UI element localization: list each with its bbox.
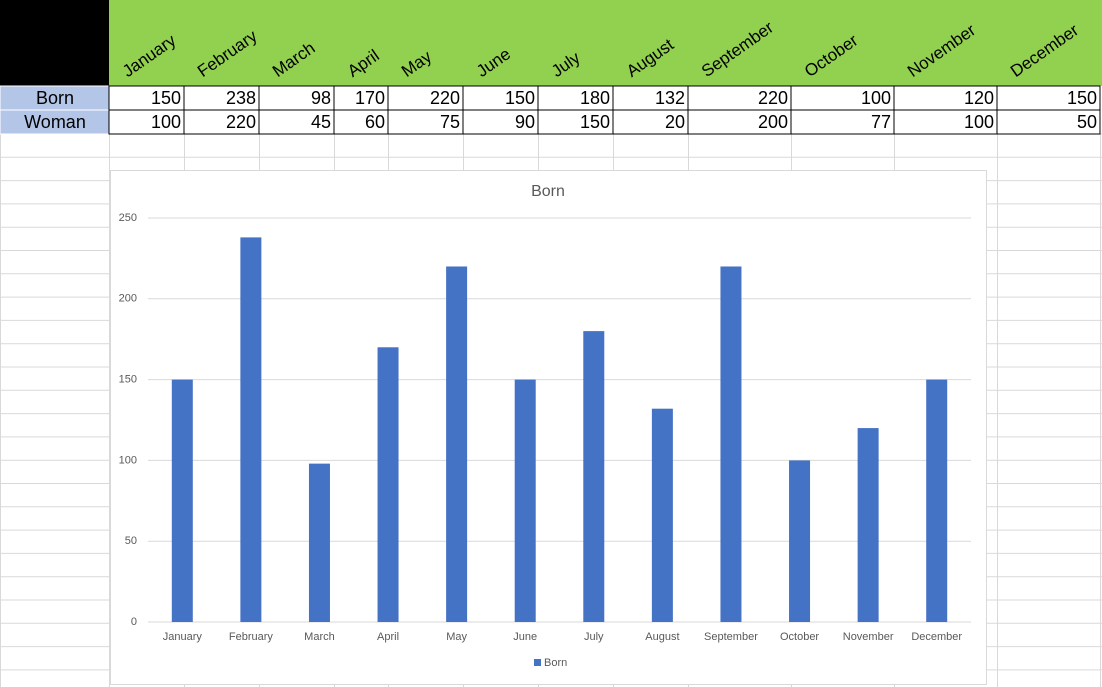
value-cell bbox=[387, 109, 464, 135]
x-tick-label: March bbox=[304, 631, 335, 643]
cell-value: 150 bbox=[580, 112, 610, 132]
value-cell bbox=[537, 109, 614, 135]
y-tick-label: 200 bbox=[119, 293, 137, 305]
bar bbox=[308, 463, 330, 622]
bar bbox=[857, 428, 879, 622]
cell-value: 98 bbox=[311, 88, 331, 108]
value-cell bbox=[108, 85, 185, 111]
cell-value: 238 bbox=[226, 88, 256, 108]
value-cell bbox=[790, 109, 895, 135]
cell-value: 100 bbox=[964, 112, 994, 132]
row-label-cell bbox=[0, 85, 110, 111]
value-cell bbox=[687, 109, 792, 135]
cell-value: 220 bbox=[226, 112, 256, 132]
bar bbox=[377, 347, 399, 622]
bar bbox=[171, 379, 193, 622]
cell-value: 50 bbox=[1077, 112, 1097, 132]
cell-value: 100 bbox=[151, 112, 181, 132]
value-cell bbox=[893, 85, 998, 111]
value-cell bbox=[612, 85, 689, 111]
x-tick-label: December bbox=[911, 631, 962, 643]
cell-value: 200 bbox=[758, 112, 788, 132]
corner-cell bbox=[0, 0, 109, 86]
cell-value: 220 bbox=[758, 88, 788, 108]
value-cell bbox=[183, 109, 260, 135]
bar bbox=[720, 266, 742, 622]
y-tick-label: 250 bbox=[119, 212, 137, 224]
value-cell bbox=[996, 109, 1101, 135]
cell-value: 60 bbox=[365, 112, 385, 132]
x-tick-label: October bbox=[780, 631, 819, 643]
legend-label: Born bbox=[544, 657, 567, 669]
y-tick-label: 100 bbox=[119, 454, 137, 466]
value-cell bbox=[387, 85, 464, 111]
x-tick-label: November bbox=[843, 631, 894, 643]
cell-value: 180 bbox=[580, 88, 610, 108]
x-tick-label: May bbox=[446, 631, 467, 643]
bar bbox=[240, 237, 262, 622]
value-cell bbox=[462, 85, 539, 111]
cell-value: 150 bbox=[505, 88, 535, 108]
x-tick-label: April bbox=[377, 631, 399, 643]
row-label-cell bbox=[0, 109, 110, 135]
row-label: Born bbox=[36, 88, 74, 108]
value-cell bbox=[258, 85, 335, 111]
value-cell bbox=[333, 109, 389, 135]
cell-value: 100 bbox=[861, 88, 891, 108]
header-row bbox=[109, 0, 1102, 86]
y-tick-label: 150 bbox=[119, 374, 137, 386]
cell-value: 150 bbox=[1067, 88, 1097, 108]
x-tick-label: January bbox=[163, 631, 203, 643]
x-tick-label: February bbox=[229, 631, 274, 643]
y-tick-label: 50 bbox=[125, 535, 137, 547]
value-cell bbox=[537, 85, 614, 111]
bar bbox=[789, 460, 811, 622]
cell-value: 120 bbox=[964, 88, 994, 108]
cell-value: 132 bbox=[655, 88, 685, 108]
cell-value: 220 bbox=[430, 88, 460, 108]
chart-title: Born bbox=[531, 183, 565, 200]
x-tick-label: September bbox=[704, 631, 758, 643]
cell-value: 75 bbox=[440, 112, 460, 132]
value-cell bbox=[893, 109, 998, 135]
value-cell bbox=[996, 85, 1101, 111]
x-tick-label: August bbox=[645, 631, 679, 643]
cell-value: 150 bbox=[151, 88, 181, 108]
row-label: Woman bbox=[24, 112, 86, 132]
cell-value: 45 bbox=[311, 112, 331, 132]
cell-value: 170 bbox=[355, 88, 385, 108]
bar bbox=[514, 379, 536, 622]
cell-value: 20 bbox=[665, 112, 685, 132]
bar bbox=[583, 331, 605, 622]
x-tick-label: July bbox=[584, 631, 604, 643]
bar bbox=[926, 379, 948, 622]
value-cell bbox=[258, 109, 335, 135]
cell-value: 90 bbox=[515, 112, 535, 132]
cell-value: 77 bbox=[871, 112, 891, 132]
x-tick-label: June bbox=[513, 631, 537, 643]
y-tick-label: 0 bbox=[131, 616, 137, 628]
bar bbox=[651, 408, 673, 622]
legend-swatch bbox=[534, 659, 541, 666]
bar bbox=[446, 266, 468, 622]
value-cell bbox=[462, 109, 539, 135]
